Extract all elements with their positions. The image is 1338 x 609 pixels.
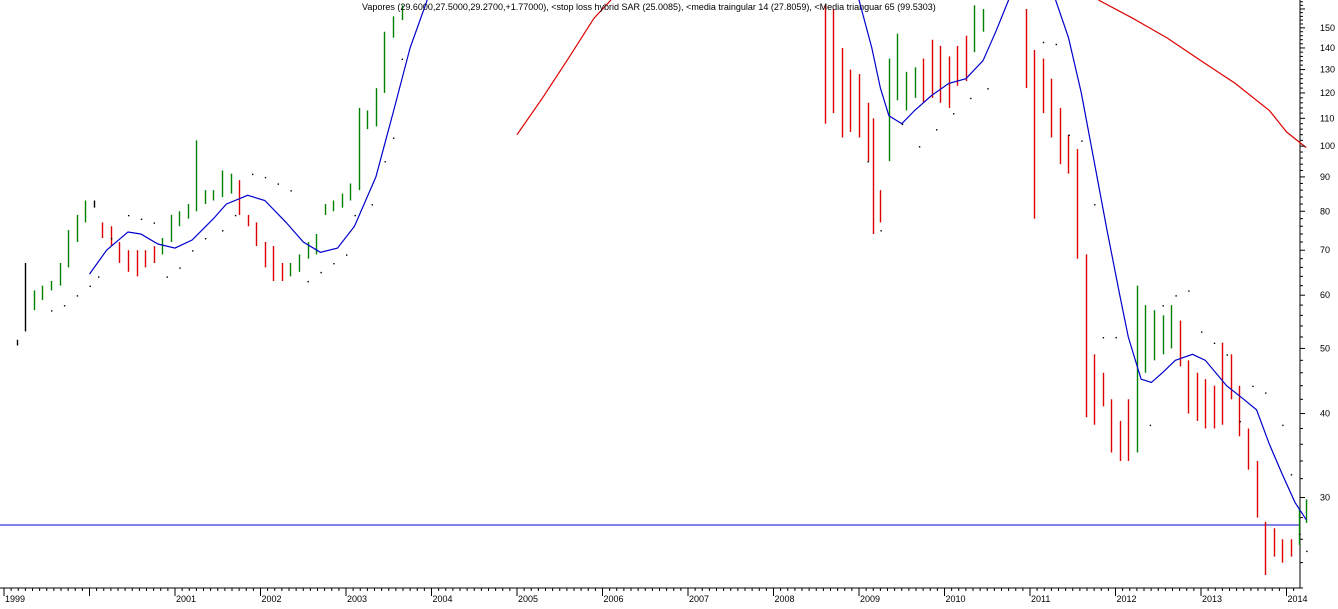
sar-dot (1081, 140, 1083, 142)
y-tick-label: 130 (1320, 65, 1335, 75)
y-tick-label: 120 (1320, 88, 1335, 98)
sar-dots (51, 41, 1308, 553)
sar-dot (234, 214, 237, 217)
x-tick-label: 2005 (518, 594, 538, 604)
sar-dot (880, 230, 882, 232)
y-tick-label: 100 (1320, 141, 1335, 151)
sar-dot (970, 97, 972, 100)
y-tick-label: 90 (1320, 172, 1330, 182)
sar-dot (1162, 305, 1164, 307)
x-tick-label: 2008 (775, 594, 795, 604)
sar-dot (98, 276, 100, 278)
sar-dot (51, 310, 53, 312)
moving-average-lines (89, 0, 1307, 521)
sar-dot (918, 146, 921, 148)
sar-dot (192, 250, 194, 252)
x-tick-label: 2012 (1117, 594, 1137, 604)
y-tick-label: 30 (1320, 492, 1330, 502)
sar-dot (1149, 424, 1152, 427)
sar-dot (1290, 474, 1293, 476)
sar-dot (1213, 342, 1216, 344)
y-tick-label: 140 (1320, 43, 1335, 53)
sar-dot (901, 123, 904, 126)
sar-dot (128, 214, 130, 217)
x-tick-label: 2002 (262, 594, 282, 604)
y-tick-label: 60 (1320, 290, 1330, 300)
sar-dot (384, 161, 386, 163)
ma14-line (89, 0, 428, 275)
sar-dot (89, 285, 91, 287)
sar-dot (1299, 533, 1301, 536)
sar-dot (1252, 385, 1254, 388)
y-tick-label: 110 (1320, 113, 1334, 123)
sar-dot (1282, 424, 1284, 427)
x-tick-label: 2007 (689, 594, 709, 604)
sar-dot (1188, 290, 1190, 292)
y-tick-label: 80 (1320, 206, 1330, 216)
sar-dot (333, 263, 335, 265)
sar-dot (110, 238, 113, 240)
sar-dot (179, 267, 181, 269)
sar-dot (867, 161, 869, 163)
x-tick-label: 2009 (860, 594, 880, 604)
sar-dot (1102, 337, 1105, 339)
y-tick-label: 150 (1320, 23, 1335, 33)
y-tick-label: 40 (1320, 409, 1330, 419)
x-tick-label: 2013 (1202, 594, 1222, 604)
ohlc-bars (16, 5, 1308, 576)
sar-dot (1175, 295, 1177, 297)
sar-dot (346, 254, 348, 256)
ma14-line (858, 0, 1010, 125)
sar-dot (393, 137, 395, 139)
x-tick-label: 2003 (347, 594, 367, 604)
x-tick-label: 2001 (176, 594, 196, 604)
x-tick-label: 2010 (946, 594, 966, 604)
sar-dot (264, 176, 267, 179)
sar-dot (252, 173, 254, 176)
sar-dot (290, 190, 292, 192)
x-tick-label: 1999 (5, 594, 25, 604)
sar-dot (936, 129, 938, 131)
x-tick-label: 2006 (604, 594, 624, 604)
sar-dot (371, 204, 373, 206)
sar-dot (987, 88, 989, 90)
sar-dot (166, 276, 168, 278)
sar-dot (953, 113, 955, 115)
ma65-line (1098, 0, 1307, 149)
sar-dot (1115, 337, 1117, 339)
chart-title: Vapores (29.6000,27.5000,29.2700,+1.7700… (362, 2, 936, 12)
x-tick-label: 2011 (1031, 594, 1050, 604)
y-tick-label: 70 (1320, 245, 1330, 255)
sar-dot (1201, 331, 1203, 333)
x-tick-label: 2014 (1288, 594, 1308, 604)
plot-area (0, 0, 1301, 589)
sar-dot (320, 271, 322, 274)
ma14-line (1055, 0, 1307, 521)
x-axis: 1999 2001 2002 2003 2004 2005 2006 2007 2008 2009… (3, 588, 1308, 604)
sar-dot (1055, 43, 1057, 46)
sar-dot (1042, 41, 1045, 44)
sar-dot (401, 58, 403, 60)
sar-dot (140, 218, 143, 220)
sar-dot (63, 305, 66, 307)
sar-dot (277, 183, 279, 185)
sar-dot (153, 222, 155, 224)
y-tick-label: 50 (1320, 343, 1330, 353)
sar-dot (1068, 134, 1070, 137)
sar-dot (1265, 392, 1267, 394)
sar-dot (1239, 420, 1241, 423)
sar-dot (1226, 354, 1228, 356)
sar-dot (1094, 204, 1096, 206)
sar-dot (76, 295, 79, 297)
x-tick-label: 2004 (433, 594, 453, 604)
sar-dot (354, 214, 356, 217)
sar-dot (307, 281, 309, 283)
sar-dot (1306, 550, 1308, 553)
sar-dot (222, 230, 224, 232)
sar-dot (204, 238, 207, 240)
y-axis: 30 40 50 60 70 80 90 100 110 120 130 140 150 (1300, 1, 1335, 589)
ma65-line (516, 0, 612, 136)
